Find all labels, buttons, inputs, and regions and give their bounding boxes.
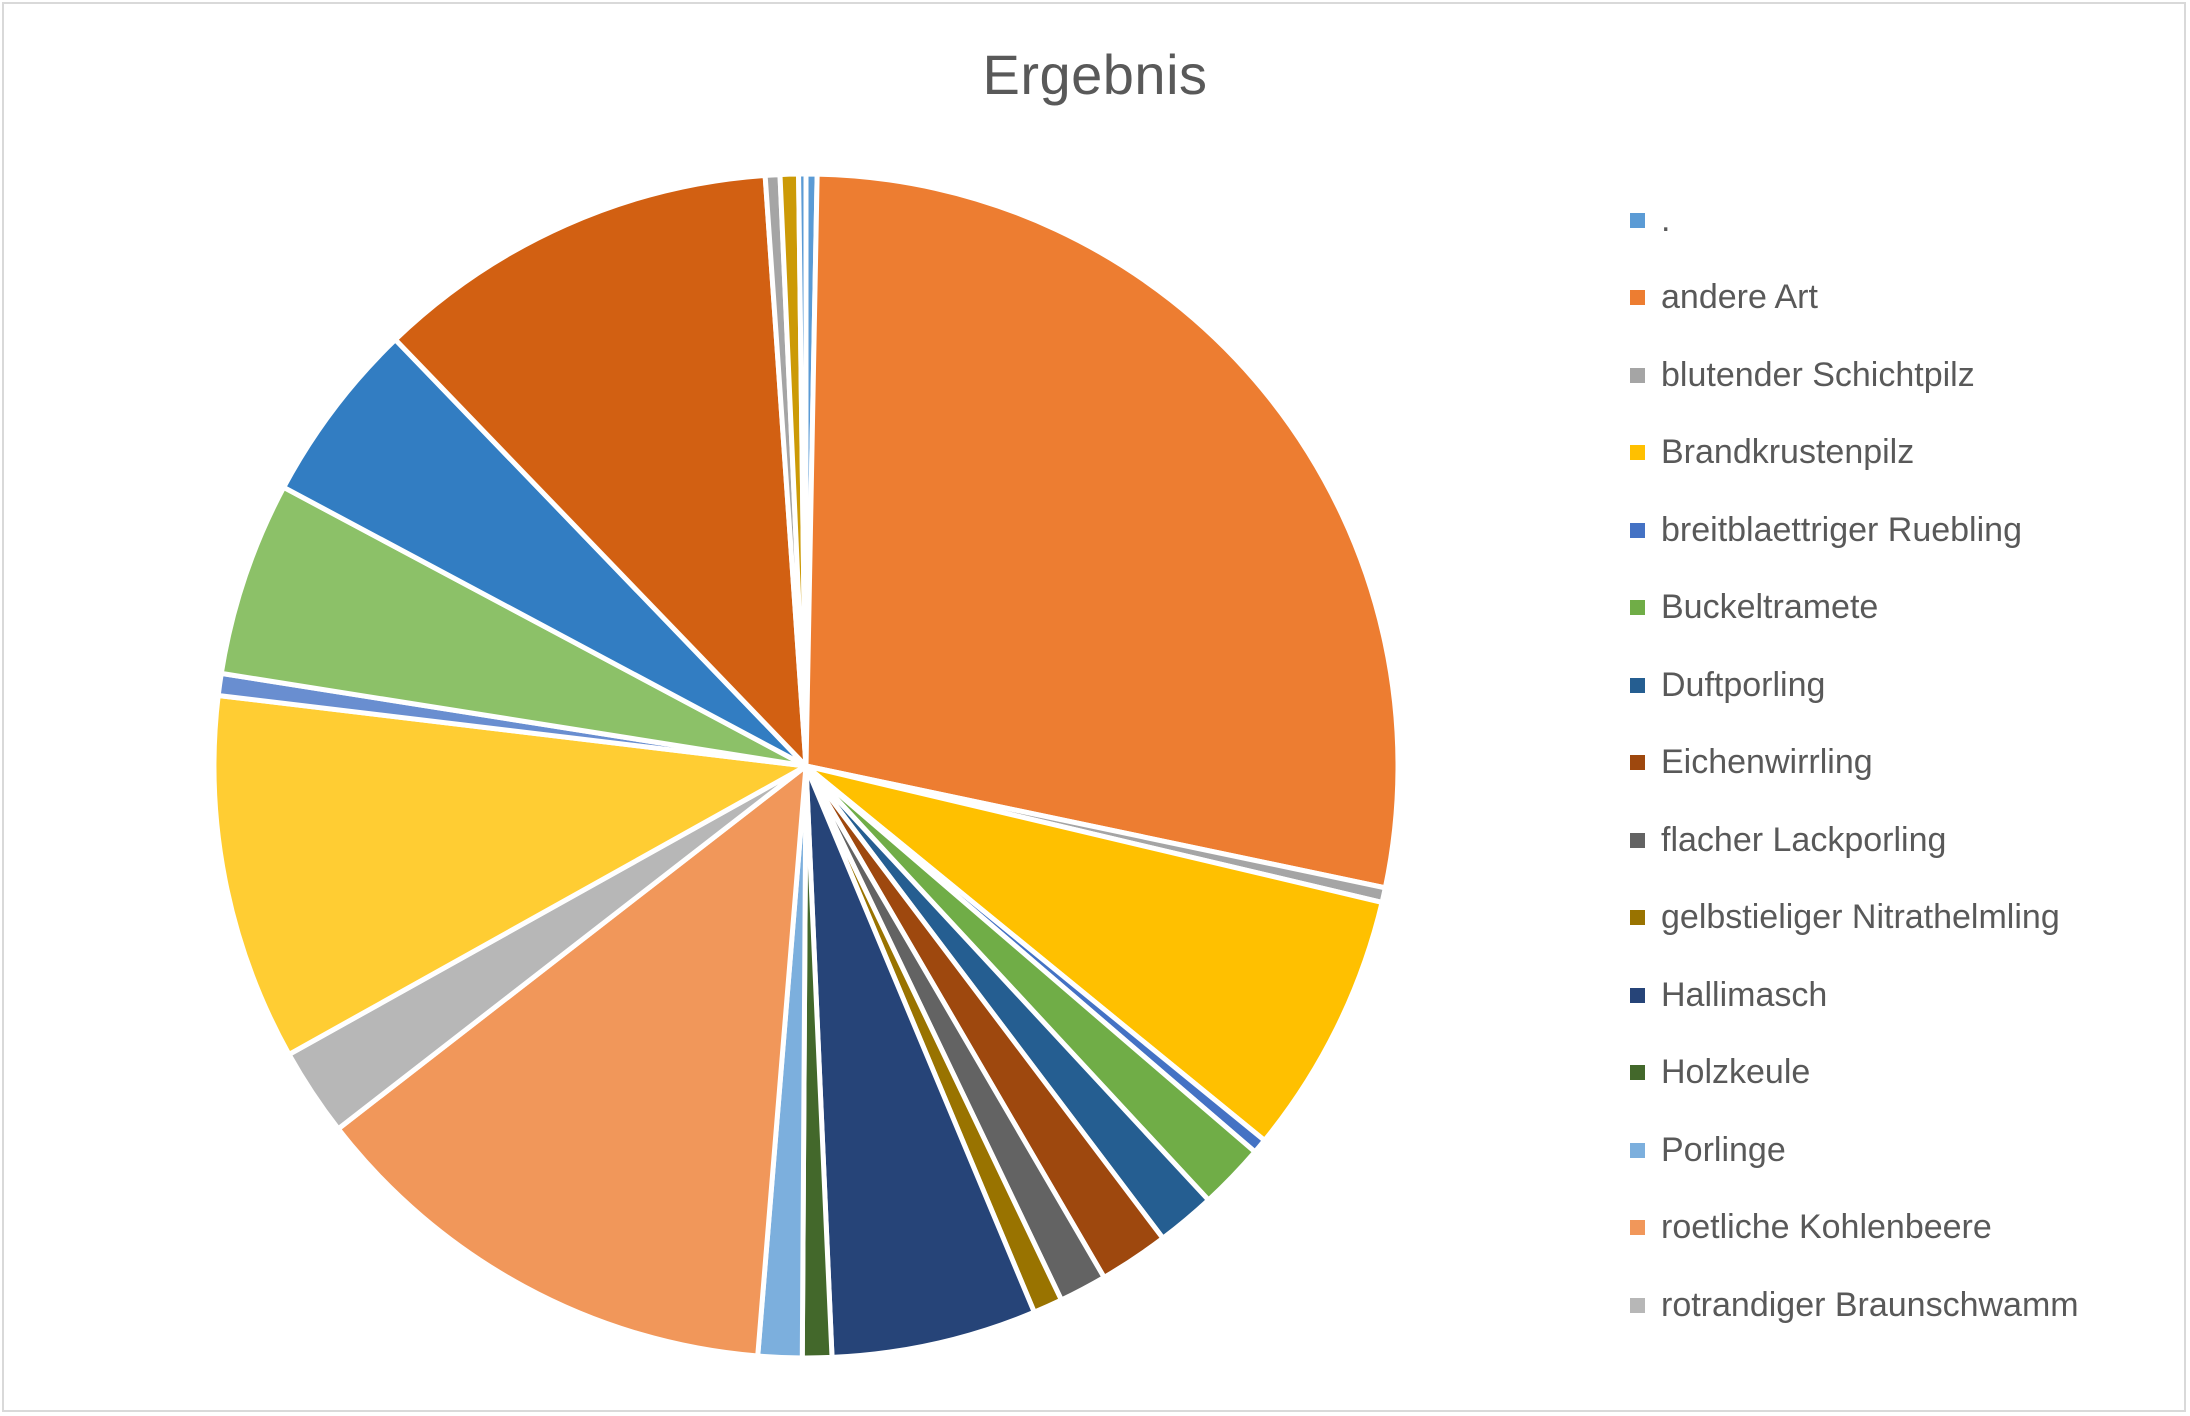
legend-item: . xyxy=(1630,190,1670,250)
legend-label: Duftporling xyxy=(1661,665,1826,704)
legend-swatch xyxy=(1630,522,1645,538)
legend-item: rotrandiger Braunschwamm xyxy=(1630,1275,2079,1335)
legend-label: andere Art xyxy=(1661,278,1818,316)
legend-item: Brandkrustenpilz xyxy=(1630,423,1914,483)
legend-item: Holzkeule xyxy=(1630,1043,1810,1103)
legend-label: rotrandiger Braunschwamm xyxy=(1661,1285,2079,1324)
legend-item: breitblaettriger Ruebling xyxy=(1630,500,2022,560)
pie-slice xyxy=(211,692,809,1057)
legend-label: . xyxy=(1661,200,1671,239)
legend-label: breitblaettriger Ruebling xyxy=(1661,510,2022,549)
legend-label: gelbstieliger Nitrathelmling xyxy=(1661,898,2060,936)
legend-item: Eichenwirrling xyxy=(1630,733,1873,793)
legend-item: gelbstieliger Nitrathelmling xyxy=(1630,888,2060,948)
pie-slice xyxy=(803,763,1037,1360)
legend-swatch xyxy=(1630,1142,1645,1158)
legend-item: roetliche Kohlenbeere xyxy=(1630,1198,1992,1258)
pie-slice xyxy=(335,763,809,1359)
legend-item: Hallimasch xyxy=(1630,965,1827,1025)
legend-item: blutender Schichtpilz xyxy=(1630,345,1975,405)
pie-slice xyxy=(803,171,1401,891)
legend-item: Duftporling xyxy=(1630,655,1825,715)
chart-title: Ergebnis xyxy=(982,43,1208,106)
pie-slice xyxy=(218,484,809,769)
legend-label: flacher Lackporling xyxy=(1661,820,1947,859)
legend-item: Buckeltramete xyxy=(1630,578,1878,638)
legend-swatch xyxy=(1630,755,1645,770)
legend-swatch xyxy=(1630,445,1645,460)
legend-swatch xyxy=(1630,1220,1645,1235)
legend-item: Porlinge xyxy=(1630,1120,1786,1180)
pie-slice xyxy=(281,337,809,769)
pie-slice xyxy=(392,172,809,769)
legend-item: flacher Lackporling xyxy=(1630,810,1946,870)
legend-label: Hallimasch xyxy=(1661,975,1828,1014)
legend-swatch xyxy=(1630,1297,1645,1313)
legend-item: andere Art xyxy=(1630,268,1818,328)
legend-label: Eichenwirrling xyxy=(1661,743,1873,781)
legend-label: Porlinge xyxy=(1661,1130,1786,1169)
legend-swatch xyxy=(1630,677,1645,693)
legend-label: Brandkrustenpilz xyxy=(1661,433,1915,471)
legend-swatch xyxy=(1630,290,1645,305)
pie-slice xyxy=(796,171,809,769)
legend-swatch xyxy=(1630,600,1645,615)
pie-slice xyxy=(803,763,1385,1143)
legend-label: Buckeltramete xyxy=(1661,588,1879,626)
legend-swatch xyxy=(1630,1065,1645,1080)
legend-label: blutender Schichtpilz xyxy=(1661,355,1975,394)
legend-swatch xyxy=(1630,367,1645,383)
legend-swatch xyxy=(1630,212,1645,228)
legend-label: Holzkeule xyxy=(1661,1053,1811,1091)
legend-swatch xyxy=(1630,832,1645,848)
legend-swatch xyxy=(1630,987,1645,1003)
pie-slices xyxy=(211,171,1401,1361)
legend-swatch xyxy=(1630,910,1645,925)
legend-label: roetliche Kohlenbeere xyxy=(1661,1208,1992,1246)
